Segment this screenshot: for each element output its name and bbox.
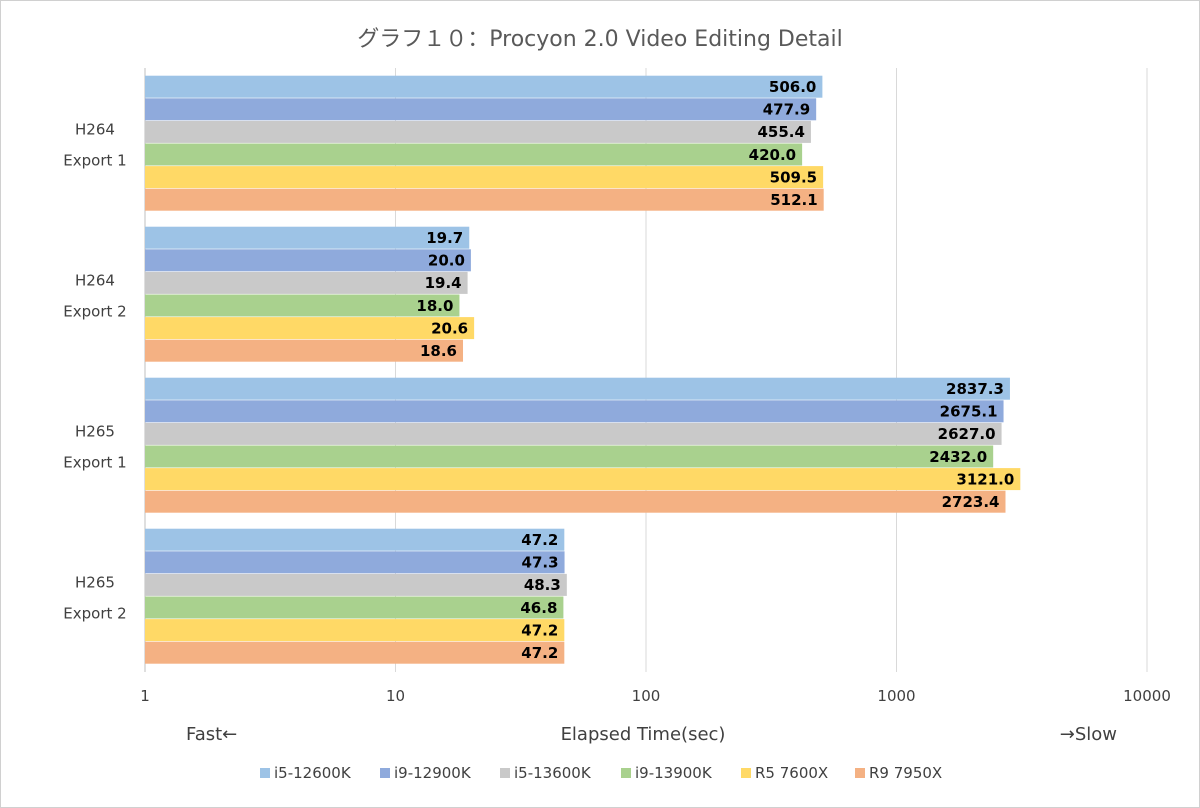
bar <box>145 641 565 664</box>
data-label: 19.4 <box>425 274 462 292</box>
bar <box>145 271 468 294</box>
bar <box>145 75 823 98</box>
chart-title: グラフ１０：Procyon 2.0 Video Editing Detail <box>357 27 842 52</box>
fast-annotation: Fast← <box>186 724 237 745</box>
data-label: 18.6 <box>420 342 457 360</box>
bar <box>145 619 565 642</box>
legend-swatch <box>741 768 751 778</box>
legend-swatch <box>621 768 631 778</box>
bar <box>145 339 464 362</box>
bar <box>145 120 811 143</box>
x-tick-labels: 1 10 100 1000 10000 <box>140 687 1171 705</box>
data-label: 2627.0 <box>938 425 996 443</box>
bar <box>145 143 803 166</box>
bar <box>145 317 475 340</box>
bar <box>145 249 471 272</box>
bar <box>145 573 567 596</box>
bar <box>145 400 1004 423</box>
category-label: Export 2 <box>63 303 126 321</box>
data-label: 2723.4 <box>942 493 1000 511</box>
legend-swatch <box>380 768 390 778</box>
category-label: Export 2 <box>63 605 126 623</box>
category-label: H265 <box>75 574 115 592</box>
data-label: 2837.3 <box>946 380 1004 398</box>
data-label: 477.9 <box>763 101 810 119</box>
data-label: 48.3 <box>524 576 561 594</box>
bar <box>145 528 565 551</box>
data-label: 46.8 <box>520 599 557 617</box>
bar <box>145 422 1002 445</box>
x-tick-label: 10000 <box>1123 687 1171 705</box>
legend: i5-12600K i9-12900K i5-13600K i9-13900K R5 7… <box>260 764 942 782</box>
bar <box>145 445 994 468</box>
legend-label: R9 7950X <box>869 764 942 782</box>
legend-label: i9-13900K <box>635 764 713 782</box>
bar <box>145 551 565 574</box>
data-label: 47.2 <box>521 621 558 639</box>
legend-label: i5-13600K <box>514 764 592 782</box>
data-label: 455.4 <box>757 123 804 141</box>
data-label: 20.6 <box>431 319 468 337</box>
bar <box>145 377 1010 400</box>
legend-label: i9-12900K <box>394 764 472 782</box>
bar <box>145 188 824 211</box>
data-label: 506.0 <box>769 78 816 96</box>
data-label: 2675.1 <box>940 403 998 421</box>
category-label: Export 1 <box>63 152 126 170</box>
category-label: H264 <box>75 272 115 290</box>
bar <box>145 226 470 249</box>
category-label: H264 <box>75 121 115 139</box>
data-label: 19.7 <box>426 229 463 247</box>
bar <box>145 468 1021 491</box>
data-label: 2432.0 <box>929 448 987 466</box>
data-label: 20.0 <box>428 252 465 270</box>
data-label: 509.5 <box>770 168 817 186</box>
category-label: Export 1 <box>63 454 126 472</box>
legend-swatch <box>500 768 510 778</box>
category-labels: H264 Export 1 H264 Export 2 H265 Export 1 H265… <box>63 121 126 623</box>
category-label: H265 <box>75 423 115 441</box>
bar <box>145 294 460 317</box>
slow-annotation: →Slow <box>1060 724 1117 745</box>
bar <box>145 596 564 619</box>
data-label: 512.1 <box>770 191 817 209</box>
x-tick-label: 100 <box>632 687 661 705</box>
legend-label: i5-12600K <box>274 764 352 782</box>
legend-swatch <box>260 768 270 778</box>
legend-label: R5 7600X <box>755 764 828 782</box>
bars-group: 506.0 477.9 455.4 420.0 509.5 512.1 19.7 20.0 19… <box>145 75 1021 664</box>
data-label: 47.2 <box>521 531 558 549</box>
data-label: 18.0 <box>416 297 453 315</box>
bar <box>145 166 824 189</box>
legend-swatch <box>855 768 865 778</box>
data-label: 47.3 <box>522 554 559 572</box>
x-axis-label: Elapsed Time(sec) <box>561 724 726 745</box>
bar <box>145 98 817 121</box>
x-tick-label: 1000 <box>877 687 915 705</box>
bar <box>145 490 1006 513</box>
x-tick-label: 1 <box>140 687 150 705</box>
data-label: 420.0 <box>749 146 796 164</box>
data-label: 3121.0 <box>956 470 1014 488</box>
data-label: 47.2 <box>521 644 558 662</box>
x-tick-label: 10 <box>386 687 405 705</box>
